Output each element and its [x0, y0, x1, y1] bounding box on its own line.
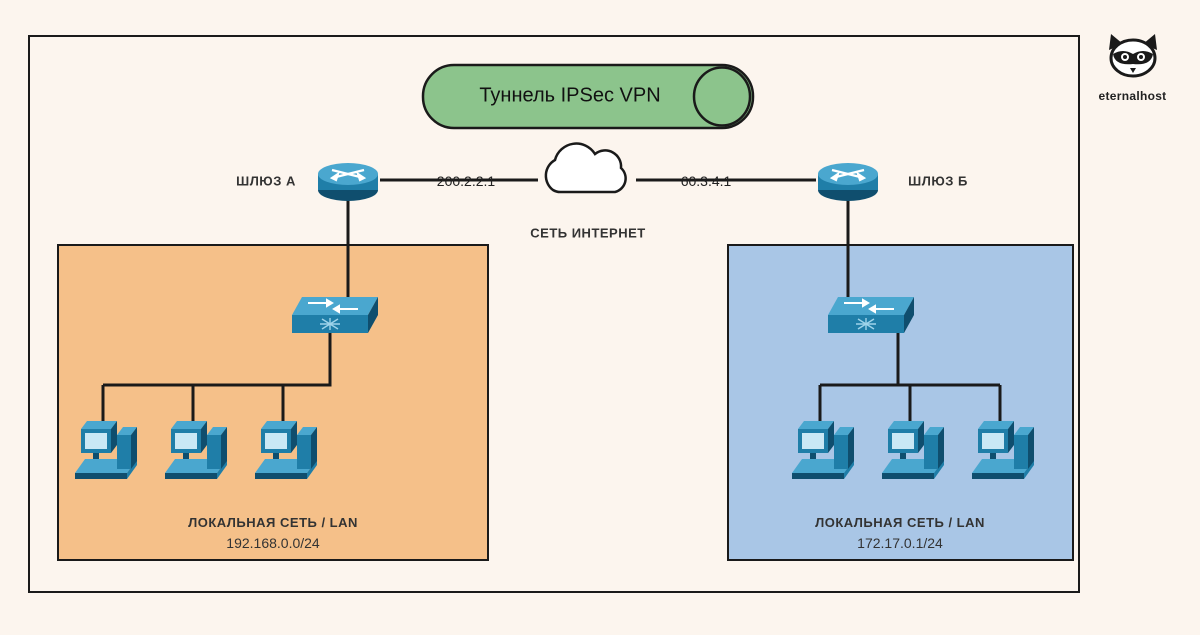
lan-b-subnet: 172.17.0.1/24 [857, 535, 943, 551]
gateway-b-label: ШЛЮЗ Б [908, 174, 968, 189]
brand-name: eternalhost [1085, 89, 1180, 103]
router-b-icon [818, 163, 878, 201]
lan-b-title: ЛОКАЛЬНАЯ СЕТЬ / LAN [815, 515, 985, 530]
internet-cloud-icon [546, 144, 626, 192]
lan-a-subnet: 192.168.0.0/24 [226, 535, 319, 551]
ip-b-label: 60.3.4.1 [681, 173, 732, 189]
raccoon-icon [1103, 30, 1163, 80]
brand-logo: eternalhost [1085, 30, 1180, 103]
pc-icon [792, 421, 854, 479]
lan-b-box [728, 245, 1073, 560]
pc-icon [75, 421, 137, 479]
internet-label: СЕТЬ ИНТЕРНЕТ [530, 226, 645, 241]
lan-a-title: ЛОКАЛЬНАЯ СЕТЬ / LAN [188, 515, 358, 530]
switch-b-icon [828, 297, 914, 333]
lan-a-box [58, 245, 488, 560]
switch-a-icon [292, 297, 378, 333]
pc-icon [972, 421, 1034, 479]
pc-icon [255, 421, 317, 479]
tunnel-label: Туннель IPSec VPN [479, 85, 660, 108]
gateway-a-label: ШЛЮЗ А [236, 174, 296, 189]
pc-icon [882, 421, 944, 479]
ip-a-label: 200.2.2.1 [437, 173, 495, 189]
pc-icon [165, 421, 227, 479]
network-diagram [28, 35, 1080, 593]
router-a-icon [318, 163, 378, 201]
